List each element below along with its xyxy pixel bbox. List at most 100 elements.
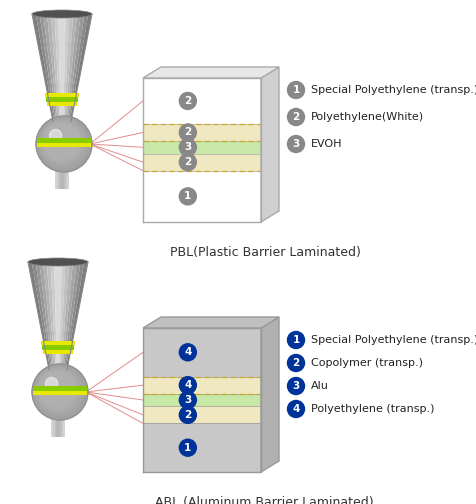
Circle shape — [179, 139, 196, 156]
Circle shape — [50, 130, 62, 142]
Bar — [67, 161, 69, 189]
Bar — [53, 409, 54, 437]
Bar — [38, 143, 90, 147]
Ellipse shape — [32, 10, 92, 18]
Circle shape — [39, 370, 77, 409]
Polygon shape — [143, 317, 279, 328]
Bar — [62, 161, 64, 189]
Polygon shape — [47, 262, 56, 369]
Bar — [56, 409, 58, 437]
Circle shape — [288, 136, 305, 153]
Circle shape — [43, 123, 79, 159]
Bar — [43, 350, 73, 354]
Text: EVOH: EVOH — [311, 139, 343, 149]
Text: Copolymer (transp.): Copolymer (transp.) — [311, 358, 423, 368]
Text: 2: 2 — [292, 112, 299, 122]
Circle shape — [33, 365, 87, 419]
Bar — [46, 97, 78, 102]
Circle shape — [36, 368, 81, 413]
Bar — [59, 161, 60, 189]
Polygon shape — [58, 14, 62, 121]
Bar — [38, 138, 90, 143]
Polygon shape — [67, 14, 81, 121]
Polygon shape — [59, 262, 66, 369]
Bar — [41, 341, 75, 345]
Polygon shape — [36, 262, 52, 369]
Circle shape — [38, 370, 78, 410]
Polygon shape — [70, 14, 92, 121]
Circle shape — [288, 354, 305, 371]
Bar — [33, 386, 87, 391]
Polygon shape — [62, 14, 66, 121]
Text: 4: 4 — [292, 404, 300, 414]
Bar — [33, 391, 87, 395]
Circle shape — [38, 117, 89, 169]
Text: ABL (Aluminum Barrier Laminated): ABL (Aluminum Barrier Laminated) — [155, 496, 374, 504]
Polygon shape — [47, 14, 59, 121]
Bar — [143, 141, 261, 154]
Circle shape — [288, 401, 305, 417]
Bar — [64, 161, 66, 189]
Bar — [143, 423, 261, 472]
Polygon shape — [54, 14, 61, 121]
Circle shape — [288, 332, 305, 348]
Polygon shape — [60, 262, 69, 369]
Polygon shape — [63, 14, 69, 121]
Bar — [143, 78, 261, 124]
Text: Alu: Alu — [311, 381, 329, 391]
Circle shape — [36, 116, 92, 172]
Polygon shape — [51, 14, 60, 121]
Bar — [57, 161, 59, 189]
Bar — [47, 102, 77, 106]
Text: 2: 2 — [184, 410, 191, 420]
Polygon shape — [261, 317, 279, 472]
Polygon shape — [69, 14, 88, 121]
Bar — [143, 154, 261, 171]
Polygon shape — [39, 262, 53, 369]
Polygon shape — [64, 262, 80, 369]
Bar — [46, 93, 79, 97]
Polygon shape — [65, 14, 77, 121]
Bar — [143, 376, 261, 394]
Bar — [51, 407, 65, 413]
Text: 2: 2 — [184, 157, 191, 167]
Circle shape — [37, 117, 90, 170]
Bar — [143, 171, 261, 222]
Bar — [143, 124, 261, 141]
Bar — [143, 394, 261, 406]
Polygon shape — [143, 67, 279, 78]
Circle shape — [179, 124, 196, 141]
Bar — [63, 409, 65, 437]
Circle shape — [34, 366, 84, 416]
Circle shape — [179, 154, 196, 171]
Polygon shape — [43, 14, 58, 121]
Bar — [60, 409, 61, 437]
Text: Special Polyethylene (transp.): Special Polyethylene (transp.) — [311, 335, 476, 345]
Bar — [66, 161, 67, 189]
Ellipse shape — [28, 258, 88, 266]
Text: 4: 4 — [184, 347, 191, 357]
Text: 3: 3 — [292, 381, 299, 391]
Circle shape — [41, 121, 83, 163]
Circle shape — [39, 118, 88, 168]
Text: 2: 2 — [184, 96, 191, 106]
Text: 3: 3 — [184, 142, 191, 152]
Polygon shape — [54, 262, 58, 369]
Circle shape — [40, 119, 86, 166]
Bar — [51, 409, 53, 437]
Polygon shape — [68, 14, 85, 121]
Bar — [61, 409, 63, 437]
Circle shape — [37, 369, 79, 411]
Bar — [42, 345, 74, 350]
Polygon shape — [28, 262, 50, 369]
Text: 3: 3 — [292, 139, 299, 149]
Text: 4: 4 — [184, 380, 191, 390]
Circle shape — [179, 92, 196, 109]
Text: 2: 2 — [292, 358, 299, 368]
Circle shape — [179, 344, 196, 361]
Text: 1: 1 — [184, 192, 191, 202]
Polygon shape — [61, 262, 73, 369]
Polygon shape — [32, 262, 51, 369]
Circle shape — [35, 367, 82, 414]
Bar — [58, 409, 60, 437]
